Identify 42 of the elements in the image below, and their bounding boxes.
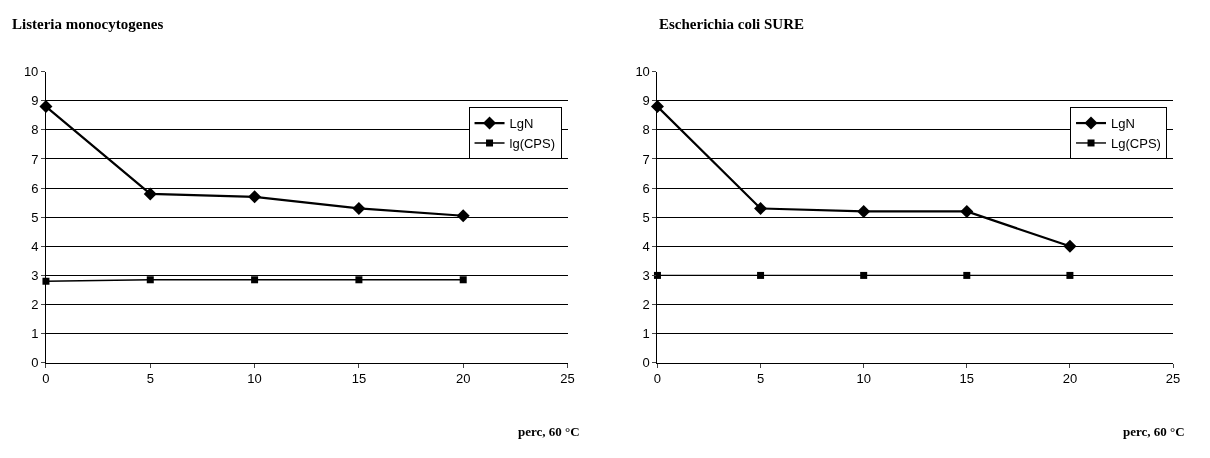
x-tick-label: 10	[856, 371, 871, 387]
x-tick-label: 5	[756, 371, 765, 387]
legend-label: LgN	[509, 116, 534, 132]
x-tick-label: 20	[1062, 371, 1078, 387]
y-tick-label: 7	[31, 151, 39, 167]
legend-label: LgN	[1111, 116, 1135, 132]
y-tick-label: 3	[31, 267, 39, 283]
y-tick-label: 10	[23, 64, 39, 80]
x-axis-title: perc, 60 °C	[1123, 424, 1185, 439]
x-tick-label: 0	[653, 371, 662, 387]
y-tick-label: 0	[31, 355, 39, 371]
y-tick-label: 4	[642, 238, 650, 254]
y-tick-label: 9	[642, 93, 650, 109]
y-tick-label: 1	[642, 326, 650, 342]
legend-label: lg(CPS)	[509, 136, 556, 152]
y-tick-label: 5	[31, 209, 39, 225]
x-tick-label: 20	[455, 371, 471, 387]
y-tick-label: 1	[31, 326, 39, 342]
x-tick-label: 25	[1165, 371, 1181, 387]
y-tick-label: 4	[31, 238, 39, 254]
y-tick-label: 7	[642, 151, 650, 167]
legend-label: Lg(CPS)	[1111, 136, 1161, 152]
x-tick-label: 5	[146, 371, 154, 387]
y-tick-label: 6	[31, 180, 39, 196]
y-tick-label: 0	[642, 355, 650, 371]
y-tick-label: 8	[31, 122, 39, 138]
chart-title: Listeria monocytogenes	[12, 16, 164, 32]
y-tick-label: 6	[642, 180, 650, 196]
x-tick-label: 15	[959, 371, 975, 387]
chart-title: Escherichia coli SURE	[659, 16, 804, 32]
x-axis-title: perc, 60 °C	[518, 424, 580, 439]
y-tick-label: 5	[642, 209, 650, 225]
y-tick-label: 10	[635, 64, 650, 80]
y-tick-label: 8	[642, 122, 650, 138]
x-tick-label: 0	[42, 371, 50, 387]
x-tick-label: 25	[560, 371, 575, 387]
y-tick-label: 3	[642, 267, 650, 283]
y-tick-label: 2	[31, 297, 39, 313]
y-tick-label: 9	[31, 93, 39, 109]
x-tick-label: 10	[247, 371, 262, 387]
x-tick-label: 15	[351, 371, 367, 387]
y-tick-label: 2	[642, 297, 650, 313]
